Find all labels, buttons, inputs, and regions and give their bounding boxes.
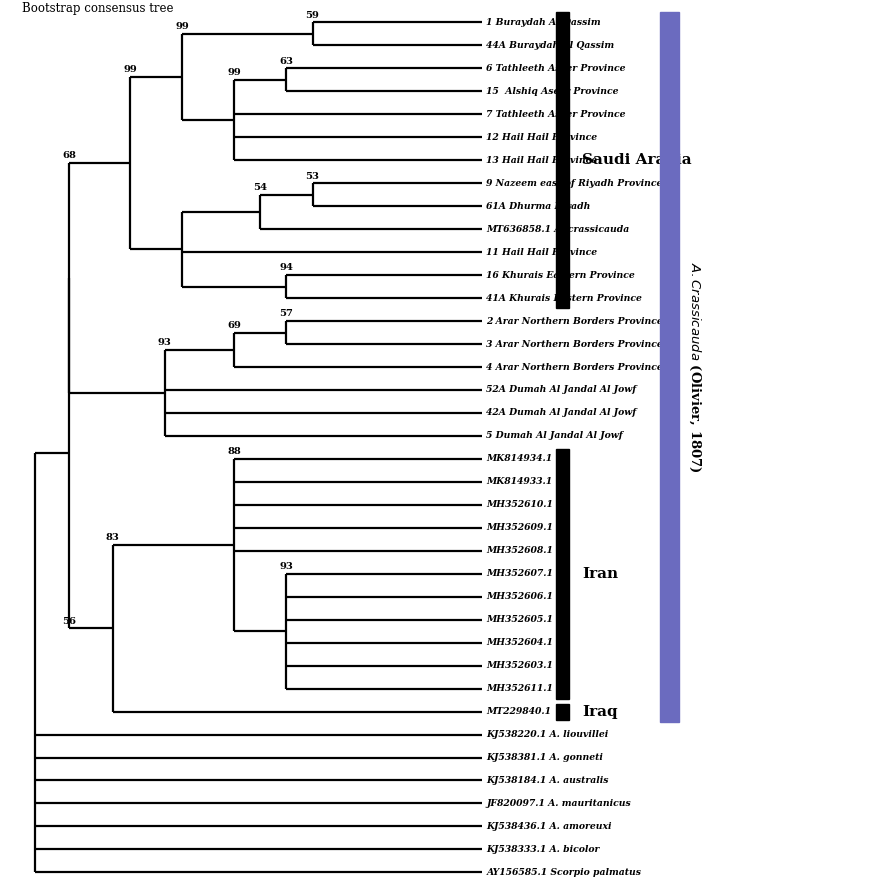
Text: 6 Tathleeth Aseer Province: 6 Tathleeth Aseer Province bbox=[486, 64, 626, 73]
Text: 53: 53 bbox=[305, 171, 319, 180]
Text: MH352606.1: MH352606.1 bbox=[486, 592, 553, 601]
Text: 52A Dumah Al Jandal Al Jowf: 52A Dumah Al Jandal Al Jowf bbox=[486, 385, 637, 394]
Text: Iraq: Iraq bbox=[581, 704, 617, 718]
Text: 54: 54 bbox=[253, 183, 267, 192]
Text: 1 Buraydah Al Qassim: 1 Buraydah Al Qassim bbox=[486, 18, 601, 27]
Text: 68: 68 bbox=[62, 152, 76, 161]
Text: KJ538381.1 A. gonneti: KJ538381.1 A. gonneti bbox=[486, 753, 603, 762]
Text: MH352611.1: MH352611.1 bbox=[486, 684, 553, 694]
Text: 4 Arar Northern Borders Province: 4 Arar Northern Borders Province bbox=[486, 362, 663, 371]
Text: 3 Arar Northern Borders Province: 3 Arar Northern Borders Province bbox=[486, 339, 663, 349]
Text: 63: 63 bbox=[280, 57, 294, 66]
Text: Saudi Arabia: Saudi Arabia bbox=[581, 154, 691, 167]
Text: 93: 93 bbox=[158, 338, 172, 347]
Text: 99: 99 bbox=[227, 68, 241, 77]
Text: KJ538333.1 A. bicolor: KJ538333.1 A. bicolor bbox=[486, 844, 600, 854]
Text: 13 Hail Hail Province: 13 Hail Hail Province bbox=[486, 155, 597, 165]
Text: 88: 88 bbox=[227, 448, 241, 456]
Text: MH352610.1: MH352610.1 bbox=[486, 500, 553, 510]
Text: 59: 59 bbox=[305, 11, 319, 20]
Text: Iran: Iran bbox=[581, 567, 618, 581]
Bar bbox=[660, 12, 679, 722]
Text: MH352604.1: MH352604.1 bbox=[486, 638, 553, 647]
Text: MT636858.1 A. crassicauda: MT636858.1 A. crassicauda bbox=[486, 225, 630, 234]
Text: MH352608.1: MH352608.1 bbox=[486, 546, 553, 555]
Text: JF820097.1 A. mauritanicus: JF820097.1 A. mauritanicus bbox=[486, 799, 631, 808]
Text: 12 Hail Hail Province: 12 Hail Hail Province bbox=[486, 133, 597, 142]
Text: 42A Dumah Al Jandal Al Jowf: 42A Dumah Al Jandal Al Jowf bbox=[486, 408, 637, 417]
Text: MK814934.1: MK814934.1 bbox=[486, 455, 553, 464]
Text: $\it{A. Crassicauda}$ (Olivier, 1807): $\it{A. Crassicauda}$ (Olivier, 1807) bbox=[687, 262, 702, 472]
Text: MH352605.1: MH352605.1 bbox=[486, 615, 553, 624]
Text: 93: 93 bbox=[280, 562, 294, 571]
Text: KJ538436.1 A. amoreuxi: KJ538436.1 A. amoreuxi bbox=[486, 822, 612, 831]
Text: 57: 57 bbox=[280, 309, 294, 318]
Bar bbox=[556, 703, 569, 719]
Text: 11 Hail Hail Province: 11 Hail Hail Province bbox=[486, 248, 597, 257]
Text: 44A Buraydah Al Qassim: 44A Buraydah Al Qassim bbox=[486, 41, 615, 50]
Text: Bootstrap consensus tree: Bootstrap consensus tree bbox=[22, 3, 173, 15]
Text: MH352609.1: MH352609.1 bbox=[486, 523, 553, 532]
Text: 9 Nazeem east of Riyadh Province: 9 Nazeem east of Riyadh Province bbox=[486, 178, 663, 187]
Text: 5 Dumah Al Jandal Al Jowf: 5 Dumah Al Jandal Al Jowf bbox=[486, 432, 623, 440]
Text: KJ538184.1 A. australis: KJ538184.1 A. australis bbox=[486, 776, 609, 785]
Text: 99: 99 bbox=[175, 22, 189, 31]
Text: KJ538220.1 A. liouvillei: KJ538220.1 A. liouvillei bbox=[486, 730, 609, 739]
Text: MH352603.1: MH352603.1 bbox=[486, 662, 553, 670]
Bar bbox=[556, 448, 569, 699]
Bar bbox=[556, 12, 569, 308]
Text: MT229840.1: MT229840.1 bbox=[486, 707, 552, 716]
Text: 41A Khurais Eastern Province: 41A Khurais Eastern Province bbox=[486, 294, 642, 303]
Text: MK814933.1: MK814933.1 bbox=[486, 478, 553, 487]
Text: MH352607.1: MH352607.1 bbox=[486, 569, 553, 578]
Text: 83: 83 bbox=[106, 534, 119, 543]
Text: 16 Khurais Eastern Province: 16 Khurais Eastern Province bbox=[486, 271, 635, 280]
Text: 7 Tathleeth Aseer Province: 7 Tathleeth Aseer Province bbox=[486, 110, 626, 119]
Text: AY156585.1 Scorpio palmatus: AY156585.1 Scorpio palmatus bbox=[486, 868, 641, 876]
Text: 15  Alshiq Aseer Province: 15 Alshiq Aseer Province bbox=[486, 87, 619, 96]
Text: 56: 56 bbox=[62, 616, 76, 625]
Text: 99: 99 bbox=[124, 66, 137, 75]
Text: 69: 69 bbox=[227, 321, 241, 329]
Text: 61A Dhurma Riyadh: 61A Dhurma Riyadh bbox=[486, 202, 590, 210]
Text: 2 Arar Northern Borders Province: 2 Arar Northern Borders Province bbox=[486, 317, 663, 326]
Text: 94: 94 bbox=[280, 264, 294, 273]
